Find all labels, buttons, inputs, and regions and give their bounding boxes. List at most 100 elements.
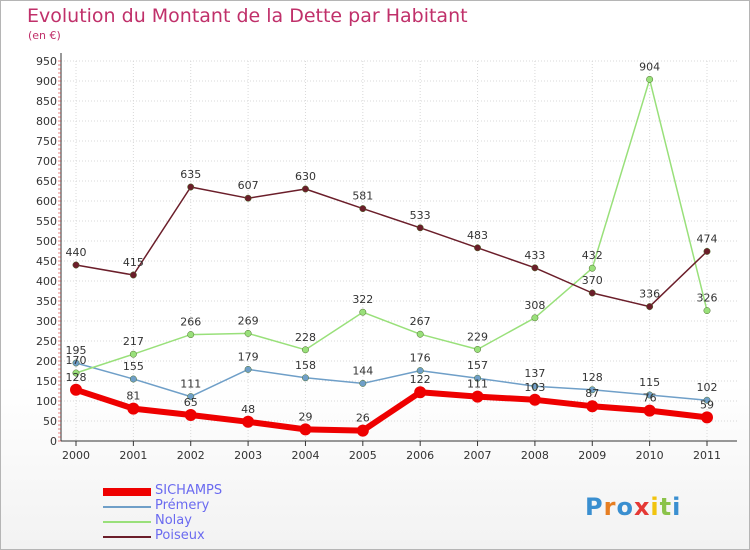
- data-label: 26: [356, 412, 370, 425]
- y-tick-label: 750: [36, 135, 57, 148]
- data-label: 308: [524, 299, 545, 312]
- x-tick-label: 2008: [521, 449, 549, 462]
- legend-swatch: [103, 488, 151, 496]
- data-label: 267: [410, 315, 431, 328]
- data-label: 48: [241, 403, 255, 416]
- y-tick-label: 450: [36, 255, 57, 268]
- logo-letter: x: [633, 493, 651, 521]
- y-tick-label: 250: [36, 335, 57, 348]
- data-point: [72, 261, 80, 269]
- data-point: [187, 183, 195, 191]
- x-tick-label: 2006: [406, 449, 434, 462]
- data-label: 29: [298, 410, 312, 423]
- x-tick-label: 2009: [578, 449, 606, 462]
- data-point: [474, 244, 481, 252]
- x-tick-label: 2007: [464, 449, 492, 462]
- data-label: 440: [66, 246, 87, 259]
- x-tick-label: 2000: [62, 449, 90, 462]
- data-label: 128: [582, 371, 603, 384]
- data-label: 635: [180, 168, 201, 181]
- legend-label: SICHAMPS: [155, 483, 223, 498]
- data-label: 111: [467, 378, 488, 391]
- y-tick-label: 500: [36, 235, 57, 248]
- chart-subtitle: (en €): [28, 29, 61, 42]
- data-point: [531, 314, 539, 322]
- logo-letter: i: [650, 493, 660, 521]
- y-tick-label: 650: [36, 175, 57, 188]
- data-point: [646, 75, 654, 83]
- data-point: [187, 393, 195, 401]
- proxiti-logo: Proxiti: [585, 493, 681, 521]
- y-tick-label: 350: [36, 295, 57, 308]
- data-point: [129, 375, 137, 383]
- y-tick-label: 550: [36, 215, 57, 228]
- data-label: 483: [467, 229, 488, 242]
- data-point: [588, 289, 596, 297]
- x-tick-label: 2004: [291, 449, 319, 462]
- series-line-nolay: [75, 78, 708, 374]
- y-tick-label: 100: [36, 395, 57, 408]
- data-label: 59: [700, 398, 714, 411]
- data-label: 103: [524, 381, 545, 394]
- data-point: [242, 415, 255, 428]
- data-point: [359, 308, 367, 316]
- data-point: [588, 386, 596, 394]
- data-label: 229: [467, 330, 488, 343]
- logo-letter: i: [672, 493, 682, 521]
- data-point: [416, 330, 424, 338]
- data-label: 432: [582, 249, 603, 262]
- data-point: [244, 365, 252, 373]
- data-label: 157: [467, 359, 488, 372]
- data-point: [531, 382, 539, 390]
- data-label: 155: [123, 360, 144, 373]
- x-tick-label: 2005: [349, 449, 377, 462]
- data-point: [302, 185, 309, 193]
- y-tick-label: 200: [36, 355, 57, 368]
- data-point: [703, 307, 711, 315]
- data-label: 433: [524, 249, 545, 262]
- data-label: 269: [238, 314, 259, 327]
- data-point: [646, 391, 654, 399]
- legend-swatch: [103, 521, 151, 523]
- data-label: 474: [697, 232, 718, 245]
- legend-label: Prémery: [155, 498, 210, 513]
- y-tick-label: 150: [36, 375, 57, 388]
- data-label: 76: [643, 392, 657, 405]
- logo-letter: o: [616, 493, 634, 521]
- data-label: 102: [697, 381, 718, 394]
- data-label: 581: [352, 190, 373, 203]
- data-point: [646, 303, 654, 311]
- data-point: [299, 423, 312, 436]
- data-label: 370: [582, 274, 603, 287]
- data-point: [70, 383, 82, 396]
- data-label: 81: [126, 390, 140, 403]
- data-label: 144: [352, 364, 373, 377]
- data-label: 65: [184, 396, 198, 409]
- x-tick-label: 2010: [636, 449, 664, 462]
- data-point: [359, 379, 367, 387]
- data-label: 87: [585, 387, 599, 400]
- logo-letter: r: [603, 493, 617, 521]
- data-point: [244, 194, 252, 202]
- data-label: 179: [238, 350, 259, 363]
- data-label: 128: [66, 371, 87, 384]
- data-label: 326: [697, 292, 718, 305]
- y-tick-label: 700: [36, 155, 57, 168]
- data-point: [474, 374, 481, 382]
- data-label: 533: [410, 209, 431, 222]
- data-label: 266: [180, 316, 201, 329]
- data-label: 336: [639, 288, 660, 301]
- y-tick-label: 800: [36, 115, 57, 128]
- data-label: 122: [410, 373, 431, 386]
- data-label: 322: [352, 293, 373, 306]
- data-point: [703, 247, 711, 255]
- y-tick-label: 900: [36, 75, 57, 88]
- y-tick-label: 400: [36, 275, 57, 288]
- logo-letter: P: [585, 493, 604, 521]
- data-point: [701, 411, 713, 424]
- data-label: 195: [66, 344, 87, 357]
- series-line-prémery: [75, 362, 708, 401]
- x-tick-label: 2003: [234, 449, 262, 462]
